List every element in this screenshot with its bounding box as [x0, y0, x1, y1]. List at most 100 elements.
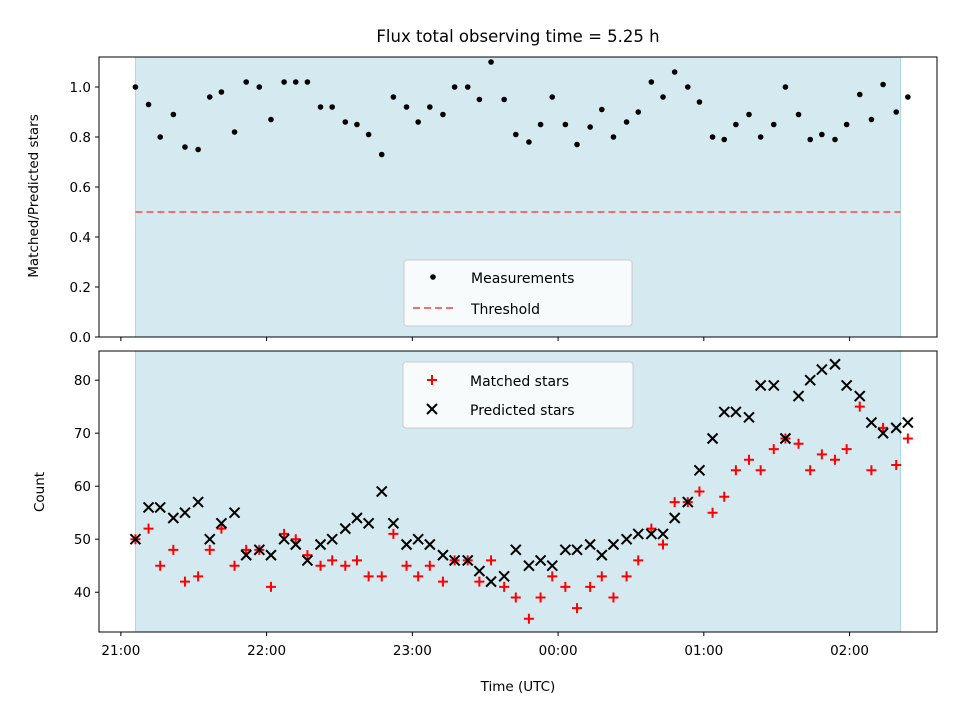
- matched-star-point: [216, 523, 227, 534]
- predicted-star-point: [657, 528, 669, 540]
- measurement-point: [281, 79, 287, 85]
- matched-star-point: [302, 550, 313, 561]
- measurement-point: [390, 94, 397, 100]
- measurement-point: [157, 134, 164, 140]
- predicted-star-point: [400, 538, 413, 551]
- predicted-star-point: [290, 538, 302, 551]
- predicted-star-point: [351, 512, 363, 524]
- measurement-point: [342, 119, 349, 125]
- predicted-star-point: [779, 432, 792, 445]
- predicted-star-point: [743, 411, 755, 423]
- ratio-panel: 0.0 0.2 0.4 0.6 0.8 1.0 Measurements Threshold: [70, 56, 938, 346]
- measurement-point: [868, 116, 875, 123]
- predicted-star-point: [278, 533, 290, 545]
- bottom-y-tick-label: 40: [74, 585, 91, 601]
- bottom-y-tick-label: 60: [74, 479, 91, 495]
- legend-matched-marker: [427, 375, 437, 385]
- measurement-point: [660, 94, 666, 100]
- matched-star-point: [523, 613, 534, 624]
- matched-star-point: [388, 528, 399, 539]
- predicted-star-point: [179, 507, 191, 519]
- predicted-star-point: [682, 496, 694, 508]
- measurement-point: [464, 84, 471, 90]
- matched-star-point: [768, 444, 779, 455]
- matched-star-point: [669, 497, 680, 508]
- measurement-point: [206, 94, 213, 100]
- matched-star-point: [437, 576, 448, 587]
- measurement-point: [304, 79, 311, 85]
- matched-star-point: [658, 539, 669, 550]
- legend-matched-label: Matched stars: [470, 374, 569, 390]
- predicted-star-point: [865, 416, 878, 429]
- matched-star-point: [499, 581, 510, 592]
- measurement-point: [893, 109, 899, 115]
- measurement-point: [795, 111, 802, 118]
- matched-star-point: [841, 444, 852, 455]
- measurement-point: [132, 84, 139, 90]
- predicted-star-point: [877, 427, 889, 439]
- predicted-star-point: [607, 538, 620, 551]
- predicted-star-point: [804, 374, 816, 386]
- matched-star-point: [290, 534, 301, 545]
- predicted-star-point: [645, 528, 658, 540]
- top-axes-frame: [98, 56, 938, 338]
- bottom-y-tick-label: 80: [74, 373, 91, 389]
- matched-star-point: [585, 581, 596, 592]
- top-y-tick-label: 0.8: [70, 130, 91, 146]
- matched-star-point: [816, 449, 827, 460]
- measurement-point: [501, 96, 507, 103]
- matched-star-point: [474, 576, 485, 587]
- predicted-star-point: [154, 501, 166, 514]
- top-legend-box: [403, 259, 633, 327]
- predicted-star-point: [498, 570, 510, 583]
- matched-star-point: [829, 454, 840, 465]
- chart-title: Flux total observing time = 5.25 h: [376, 27, 659, 46]
- matched-star-point: [730, 465, 741, 476]
- predicted-star-point: [829, 358, 841, 370]
- measurement-point: [526, 139, 532, 145]
- matched-star-point: [241, 544, 252, 555]
- predicted-star-point: [265, 549, 277, 561]
- measurement-point: [488, 59, 494, 65]
- legend-measurements-marker: [430, 274, 436, 280]
- predicted-star-point: [718, 406, 730, 418]
- measurement-point: [843, 121, 850, 128]
- matched-star-point: [878, 422, 889, 433]
- measurement-point: [684, 84, 691, 90]
- bottom-y-tick-label: 70: [74, 426, 91, 442]
- measurement-point: [648, 79, 655, 85]
- top-y-tick-label: 0.4: [70, 230, 91, 246]
- measurement-point: [574, 141, 580, 148]
- legend-threshold-label: Threshold: [470, 302, 540, 318]
- measurement-point: [231, 129, 238, 135]
- measurement-point: [145, 101, 152, 108]
- predicted-star-point: [204, 533, 216, 545]
- predicted-star-point: [387, 517, 400, 530]
- measurement-point: [832, 136, 838, 143]
- predicted-star-point: [240, 549, 252, 561]
- predicted-star-point: [768, 379, 780, 392]
- predicted-star-point: [362, 517, 375, 530]
- predicted-star-point: [668, 512, 681, 524]
- matched-star-point: [891, 459, 902, 470]
- top-y-tick-label: 1.0: [70, 80, 91, 96]
- matched-star-point: [155, 560, 166, 571]
- predicted-star-point: [620, 533, 633, 545]
- measurement-point: [513, 131, 519, 138]
- matched-star-point: [694, 486, 705, 497]
- measurement-point: [451, 84, 458, 90]
- x-tick-label: 01:00: [684, 643, 723, 659]
- measurement-point: [256, 84, 263, 90]
- predicted-star-point: [228, 507, 241, 519]
- matched-star-point: [204, 544, 215, 555]
- predicted-star-point: [253, 544, 266, 556]
- matched-star-point: [646, 523, 657, 534]
- matched-star-point: [327, 555, 338, 566]
- measurement-point: [440, 111, 446, 118]
- matched-star-point: [265, 581, 276, 592]
- predicted-star-point: [890, 422, 902, 434]
- matched-star-point: [424, 560, 435, 571]
- predicted-star-point: [473, 565, 486, 577]
- count-panel: 40 50 60 70 80 21:00 22:00 23:00 00:00 01:00 02:00…: [74, 350, 938, 659]
- top-y-tick-label: 0.0: [70, 330, 91, 346]
